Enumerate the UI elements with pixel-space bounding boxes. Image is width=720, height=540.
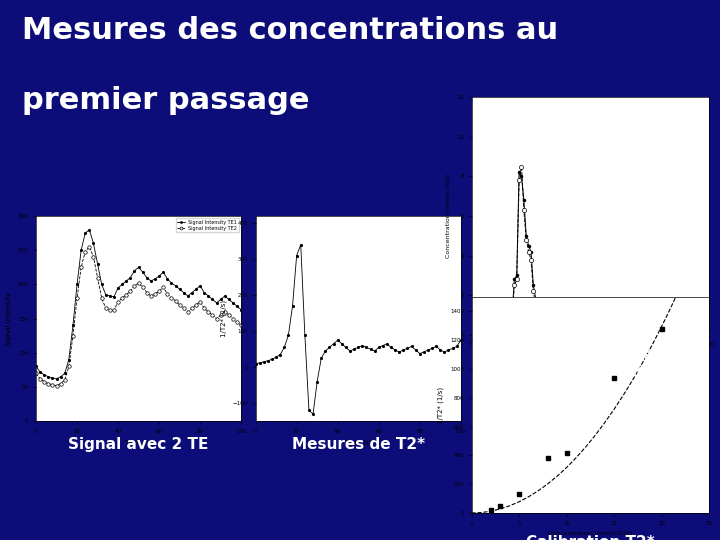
Y-axis label: 1/T2* (1/s): 1/T2* (1/s) [438, 387, 444, 423]
Text: Calibration T2*: Calibration T2* [526, 535, 654, 540]
Text: Mesures de T2*: Mesures de T2* [292, 437, 425, 453]
Signal Intensity TE1 [233, 303, 241, 309]
Signal Intensity TE2 [106, 307, 114, 313]
Y-axis label: Concentration (mmol Gd/l): Concentration (mmol Gd/l) [446, 174, 451, 258]
Text: Signal avec 2 TE: Signal avec 2 TE [68, 437, 209, 453]
Signal Intensity TE2 [233, 319, 241, 325]
Y-axis label: Signal Intensity: Signal Intensity [6, 292, 12, 346]
Signal Intensity TE1 [237, 307, 246, 313]
X-axis label: Time (s): Time (s) [125, 440, 153, 446]
Signal Intensity TE1 [106, 293, 114, 299]
Signal Intensity TE2 [176, 302, 184, 308]
Text: Concentrations au
premier passage: Concentrations au premier passage [518, 348, 662, 379]
Legend: Signal Intensity TE1, Signal Intensity TE2: Signal Intensity TE1, Signal Intensity T… [176, 219, 239, 232]
Signal Intensity TE2 [32, 370, 40, 376]
X-axis label: Time (s): Time (s) [576, 353, 605, 360]
Line: Signal Intensity TE2: Signal Intensity TE2 [35, 245, 243, 387]
Text: premier passage: premier passage [22, 86, 309, 116]
Signal Intensity TE1 [32, 363, 40, 370]
X-axis label: Concentration (mmol Gd/l): Concentration (mmol Gd/l) [549, 531, 632, 536]
Signal Intensity TE2 [188, 305, 197, 312]
Signal Intensity TE1 [85, 226, 94, 233]
Signal Intensity TE2 [102, 305, 110, 312]
Line: Signal Intensity TE1: Signal Intensity TE1 [35, 228, 243, 381]
Signal Intensity TE1 [52, 375, 60, 382]
Y-axis label: 1/T2* (1/s): 1/T2* (1/s) [221, 300, 228, 337]
Signal Intensity TE1 [102, 292, 110, 298]
Signal Intensity TE1 [188, 289, 197, 296]
X-axis label: Time (s): Time (s) [344, 440, 372, 446]
Signal Intensity TE1 [176, 286, 184, 293]
Signal Intensity TE2 [52, 382, 60, 389]
Signal Intensity TE2 [81, 248, 89, 255]
Signal Intensity TE1 [81, 230, 89, 237]
Text: Mesures des concentrations au: Mesures des concentrations au [22, 16, 558, 45]
Signal Intensity TE2 [237, 322, 246, 329]
Signal Intensity TE2 [85, 244, 94, 250]
